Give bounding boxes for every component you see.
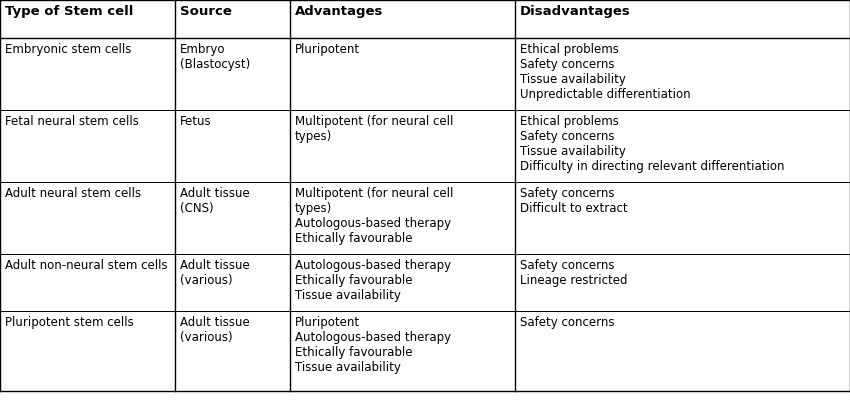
- Text: Pluripotent: Pluripotent: [295, 43, 360, 56]
- Text: Embryo
(Blastocyst): Embryo (Blastocyst): [180, 43, 250, 71]
- Text: Advantages: Advantages: [295, 5, 383, 18]
- Text: Pluripotent
Autologous-based therapy
Ethically favourable
Tissue availability: Pluripotent Autologous-based therapy Eth…: [295, 316, 451, 374]
- Text: Fetus: Fetus: [180, 115, 212, 128]
- Text: Pluripotent stem cells: Pluripotent stem cells: [5, 316, 133, 329]
- Text: Adult tissue
(various): Adult tissue (various): [180, 259, 250, 287]
- Text: Autologous-based therapy
Ethically favourable
Tissue availability: Autologous-based therapy Ethically favou…: [295, 259, 451, 302]
- Text: Disadvantages: Disadvantages: [520, 5, 631, 18]
- Text: Multipotent (for neural cell
types): Multipotent (for neural cell types): [295, 115, 453, 143]
- Text: Embryonic stem cells: Embryonic stem cells: [5, 43, 132, 56]
- Text: Adult tissue
(CNS): Adult tissue (CNS): [180, 187, 250, 215]
- Text: Safety concerns
Lineage restricted: Safety concerns Lineage restricted: [520, 259, 627, 287]
- Text: Ethical problems
Safety concerns
Tissue availability
Unpredictable differentiati: Ethical problems Safety concerns Tissue …: [520, 43, 690, 101]
- Text: Safety concerns
Difficult to extract: Safety concerns Difficult to extract: [520, 187, 627, 215]
- Text: Fetal neural stem cells: Fetal neural stem cells: [5, 115, 139, 128]
- Text: Multipotent (for neural cell
types)
Autologous-based therapy
Ethically favourabl: Multipotent (for neural cell types) Auto…: [295, 187, 453, 245]
- Text: Source: Source: [180, 5, 232, 18]
- Text: Adult neural stem cells: Adult neural stem cells: [5, 187, 141, 200]
- Text: Ethical problems
Safety concerns
Tissue availability
Difficulty in directing rel: Ethical problems Safety concerns Tissue …: [520, 115, 785, 173]
- Text: Adult tissue
(various): Adult tissue (various): [180, 316, 250, 344]
- Text: Safety concerns: Safety concerns: [520, 316, 615, 329]
- Text: Type of Stem cell: Type of Stem cell: [5, 5, 133, 18]
- Text: Adult non-neural stem cells: Adult non-neural stem cells: [5, 259, 167, 272]
